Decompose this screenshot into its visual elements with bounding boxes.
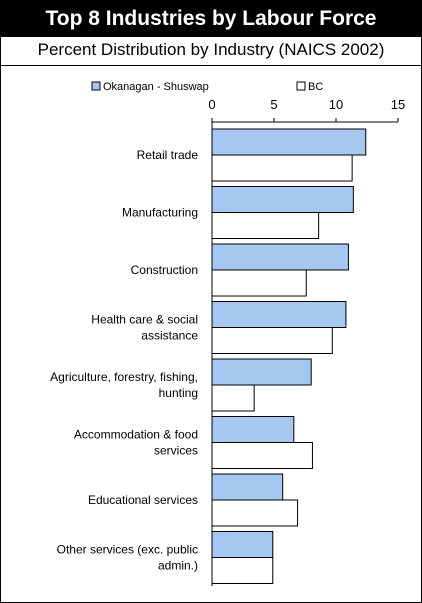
bar-okanagan-3	[211, 301, 347, 328]
bar-bc-3	[211, 327, 333, 354]
category-label-4-line-1: hunting	[159, 386, 198, 400]
category-label-2: Construction	[131, 263, 198, 277]
x-tick-label-1: 5	[270, 97, 277, 112]
bar-bc-4	[211, 384, 255, 412]
x-tick-label-2: 10	[329, 97, 343, 112]
bar-bc-7	[211, 557, 274, 584]
bar-okanagan-5	[211, 416, 295, 443]
legend-swatch-1	[296, 81, 306, 91]
category-label-0: Retail trade	[137, 148, 199, 162]
bar-okanagan-6	[211, 473, 284, 501]
category-label-5-line-0: Accommodation & food	[74, 428, 198, 442]
bar-bc-5	[211, 442, 313, 469]
category-label-1: Manufacturing	[122, 206, 198, 220]
chart-subtitle: Percent Distribution by Industry (NAICS …	[37, 40, 385, 59]
legend-label-1: BC	[308, 81, 323, 93]
bar-okanagan-1	[211, 186, 354, 213]
bar-bc-1	[211, 212, 320, 239]
subtitle-divider	[1, 65, 421, 66]
category-label-4-line-0: Agriculture, forestry, fishing,	[50, 370, 198, 384]
category-label-6: Educational services	[88, 493, 198, 507]
bar-bc-6	[211, 499, 299, 527]
category-label-3-line-0: Health care & social	[91, 313, 198, 327]
x-tick-label-3: 15	[391, 97, 405, 112]
x-tick-label-0: 0	[208, 97, 215, 112]
legend-label-0: Okanagan - Shuswap	[103, 81, 209, 93]
category-label-5-line-1: services	[154, 444, 198, 458]
bar-okanagan-7	[211, 531, 274, 558]
category-label-7-line-1: admin.)	[158, 559, 198, 573]
category-label-7-line-0: Other services (exc. public	[57, 543, 198, 557]
category-label-3-line-1: assistance	[141, 329, 198, 343]
bar-bc-2	[211, 269, 307, 297]
bar-okanagan-4	[211, 358, 312, 386]
bar-okanagan-0	[211, 128, 367, 156]
bar-okanagan-2	[211, 243, 349, 271]
chart-title: Top 8 Industries by Labour Force	[1, 1, 421, 37]
legend-swatch-0	[91, 81, 101, 91]
bar-bc-0	[211, 154, 353, 182]
